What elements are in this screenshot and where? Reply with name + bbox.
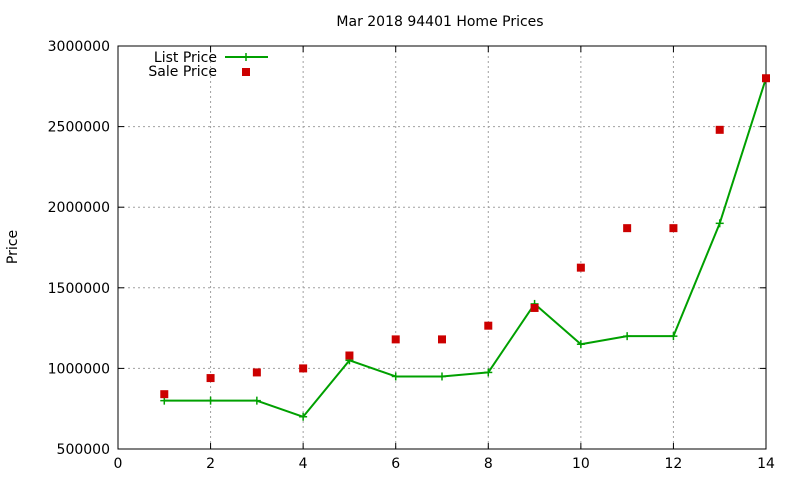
y-axis-label: Price — [5, 230, 21, 264]
sale-price-point — [530, 303, 539, 312]
list-price-point — [252, 396, 261, 405]
axes: 0 2 4 6 8 10 12 14 500000 1000000 1500000 2000000 25… — [48, 39, 775, 472]
x-tick-label: 8 — [484, 456, 493, 472]
list-price-point — [715, 219, 724, 228]
series-layer — [160, 74, 770, 421]
sale-price-point — [669, 224, 678, 233]
sale-price-point — [391, 335, 400, 344]
legend-swatch-sale-marker — [242, 68, 250, 76]
y-tick-label: 500000 — [57, 442, 110, 458]
y-tick-label: 2500000 — [48, 120, 110, 136]
y-tick-label: 1000000 — [48, 361, 110, 377]
list-price-point — [484, 368, 493, 377]
x-tick-label: 10 — [572, 456, 590, 472]
sale-price-point — [252, 368, 261, 377]
list-price-point — [206, 396, 215, 405]
sale-price-point — [438, 335, 446, 344]
sale-price-point — [762, 74, 770, 83]
sale-price-point — [576, 263, 585, 272]
legend-label-list-price: List Price — [154, 50, 217, 66]
x-tick-label: 0 — [114, 456, 123, 472]
sale-price-point — [345, 351, 354, 360]
list-price-point — [576, 340, 585, 349]
list-price-line — [164, 77, 767, 418]
y-tick-label: 3000000 — [48, 39, 110, 55]
list-price-point — [623, 332, 632, 341]
sale-price-point — [484, 321, 493, 330]
x-tick-label: 12 — [665, 456, 683, 472]
grid-lines — [118, 46, 766, 449]
sale-price-point — [206, 374, 215, 383]
x-tick-label: 4 — [299, 456, 308, 472]
chart-title: Mar 2018 94401 Home Prices — [336, 14, 543, 30]
sale-price-point — [715, 125, 724, 134]
sale-price-point — [160, 390, 169, 399]
sale-price-point — [623, 224, 632, 233]
legend-label-sale-price: Sale Price — [148, 64, 217, 80]
x-tick-label: 6 — [391, 456, 400, 472]
list-price-point — [438, 372, 446, 381]
x-tick-label: 2 — [206, 456, 215, 472]
y-tick-label: 2000000 — [48, 200, 110, 216]
y-tick-label: 1500000 — [48, 281, 110, 297]
list-price-point — [391, 372, 400, 381]
x-tick-label: 14 — [757, 456, 775, 472]
list-price-point — [299, 412, 308, 421]
sale-price-point — [299, 364, 308, 373]
list-price-point — [669, 332, 678, 341]
plot-frame — [117, 45, 767, 450]
